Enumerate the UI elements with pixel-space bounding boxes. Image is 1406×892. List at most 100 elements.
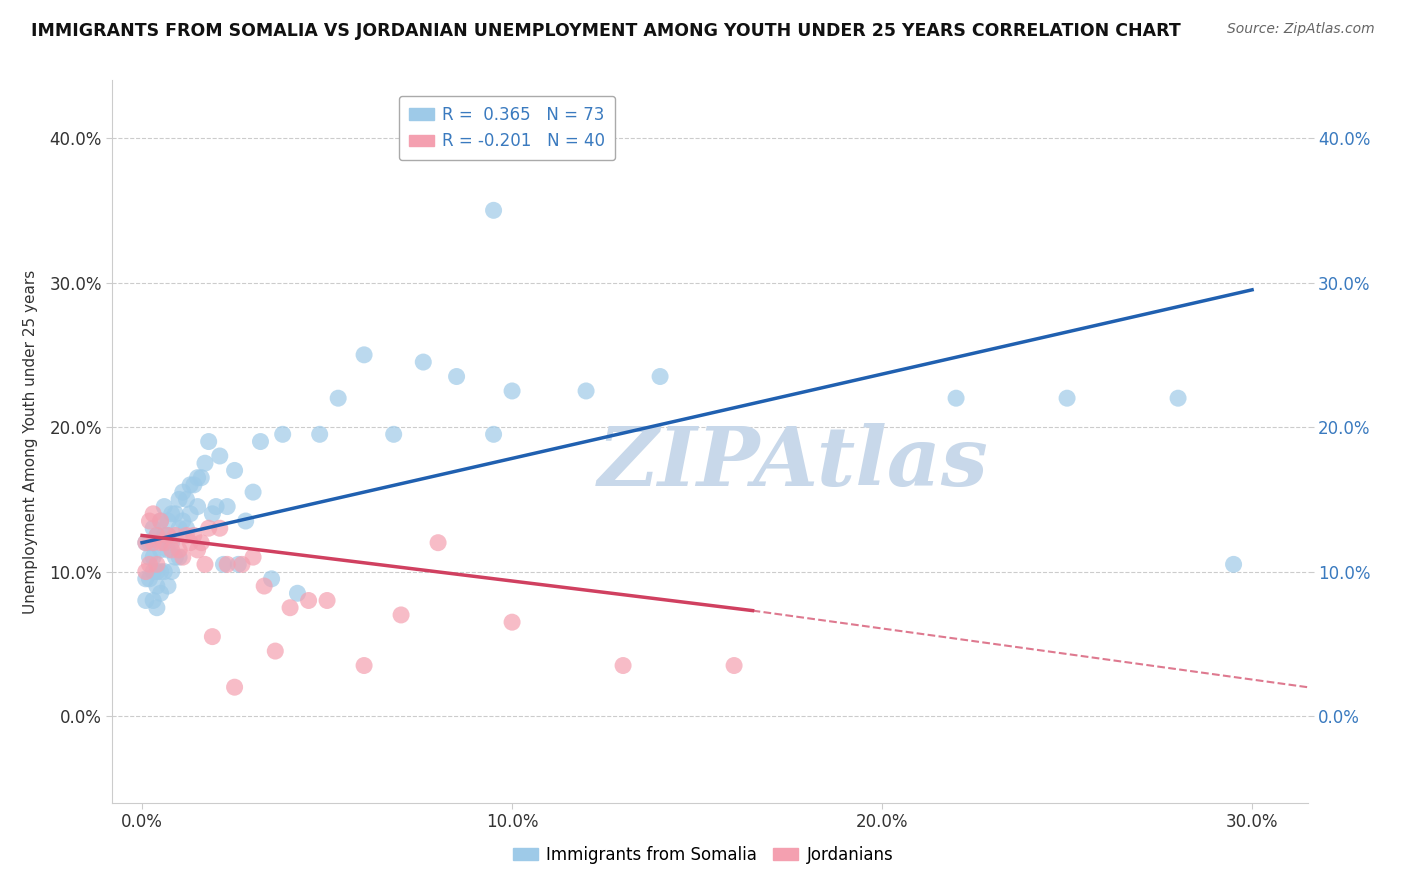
Point [149,514,172,528]
Point [135,593,157,607]
Point [146,558,169,572]
Point [412,355,434,369]
Point [183,478,205,492]
Point [308,427,330,442]
Point [205,500,228,514]
Point [153,500,176,514]
Point [278,600,301,615]
Point [156,528,179,542]
Point [501,384,523,398]
Point [149,535,172,549]
Point [197,434,219,449]
Text: Source: ZipAtlas.com: Source: ZipAtlas.com [1227,22,1375,37]
Point [328,391,350,405]
Point [167,542,190,557]
Point [179,507,201,521]
Point [183,528,205,542]
Point [190,470,212,484]
Point [197,521,219,535]
Point [427,535,450,549]
Point [482,427,505,442]
Point [353,348,375,362]
Point [156,514,179,528]
Point [138,550,160,565]
Point [172,485,194,500]
Point [138,572,160,586]
Point [149,542,172,557]
Point [160,542,183,557]
Point [149,514,172,528]
Point [575,384,598,398]
Point [142,507,165,521]
Point [1167,391,1189,405]
Point [160,507,183,521]
Point [249,434,271,449]
Point [176,521,198,535]
Point [208,449,231,463]
Point [187,542,209,557]
Point [165,507,187,521]
Point [187,500,209,514]
Point [135,565,157,579]
Point [242,485,264,500]
Point [167,492,190,507]
Legend: Immigrants from Somalia, Jordanians: Immigrants from Somalia, Jordanians [506,839,900,871]
Point [231,558,253,572]
Point [190,535,212,549]
Point [149,565,172,579]
Legend: R =  0.365   N = 73, R = -0.201   N = 40: R = 0.365 N = 73, R = -0.201 N = 40 [399,95,614,161]
Point [194,558,217,572]
Point [146,565,169,579]
Point [194,456,217,470]
Point [723,658,745,673]
Point [160,535,183,549]
Point [138,558,160,572]
Point [201,630,224,644]
Point [167,550,190,565]
Point [142,565,165,579]
Point [135,535,157,549]
Point [287,586,309,600]
Point [156,528,179,542]
Point [260,572,283,586]
Point [179,535,201,549]
Point [212,558,235,572]
Point [271,427,294,442]
Point [224,463,246,477]
Point [176,528,198,542]
Point [142,550,165,565]
Point [153,528,176,542]
Point [172,550,194,565]
Point [235,514,257,528]
Point [142,521,165,535]
Point [1056,391,1078,405]
Point [167,521,190,535]
Point [160,565,183,579]
Point [253,579,276,593]
Point [201,507,224,521]
Point [138,535,160,549]
Point [945,391,967,405]
Point [482,203,505,218]
Point [446,369,468,384]
Point [135,535,157,549]
Point [156,542,179,557]
Point [156,579,179,593]
Point [242,550,264,565]
Point [172,514,194,528]
Point [389,607,412,622]
Point [146,528,169,542]
Point [217,500,239,514]
Point [153,535,176,549]
Text: IMMIGRANTS FROM SOMALIA VS JORDANIAN UNEMPLOYMENT AMONG YOUTH UNDER 25 YEARS COR: IMMIGRANTS FROM SOMALIA VS JORDANIAN UNE… [31,22,1181,40]
Point [353,658,375,673]
Point [1222,558,1244,572]
Point [142,593,165,607]
Point [149,586,172,600]
Point [176,492,198,507]
Point [648,369,671,384]
Point [316,593,339,607]
Point [264,644,287,658]
Point [187,470,209,484]
Point [165,550,187,565]
